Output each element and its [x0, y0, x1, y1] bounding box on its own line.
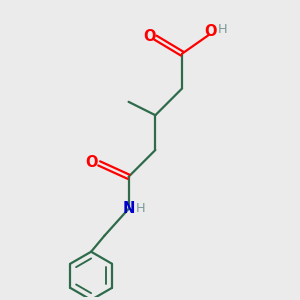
Text: O: O: [204, 24, 217, 39]
Text: O: O: [143, 29, 156, 44]
Text: H: H: [136, 202, 146, 215]
Text: N: N: [122, 201, 135, 216]
Text: O: O: [85, 154, 98, 169]
Text: H: H: [218, 22, 228, 35]
